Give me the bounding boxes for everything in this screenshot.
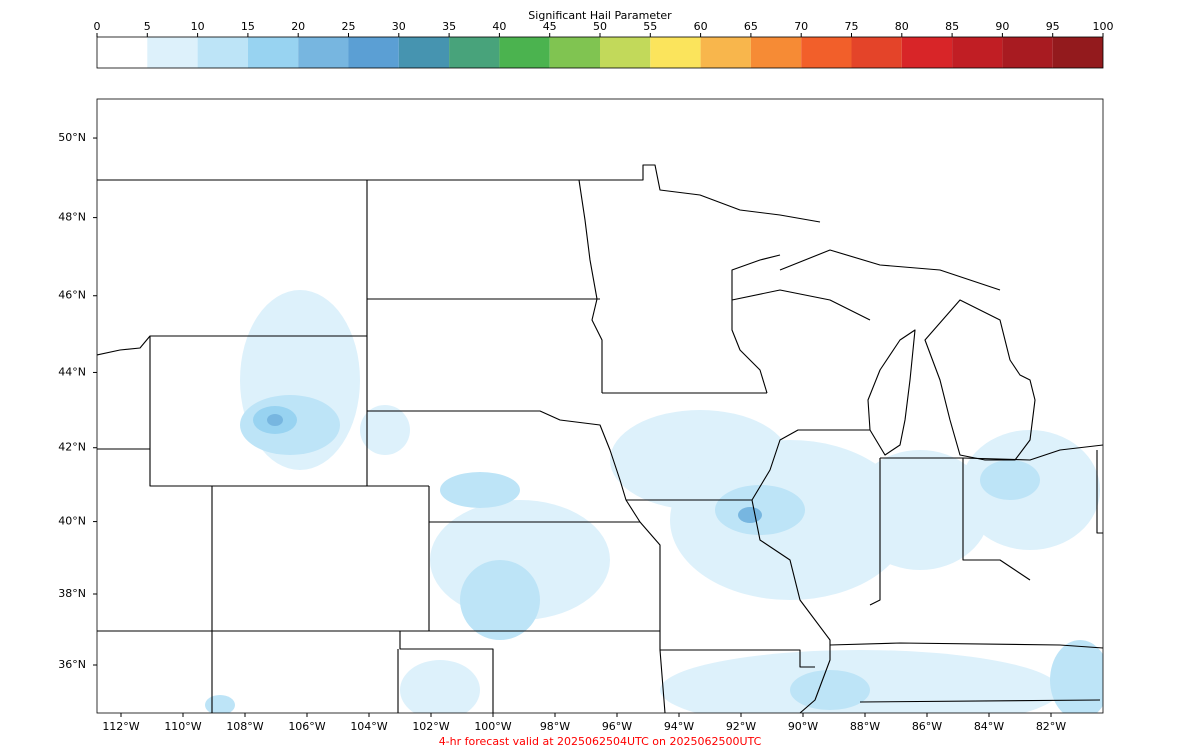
map-frame	[96, 98, 1104, 714]
colorbar-bin	[801, 37, 852, 68]
lon-label: 94°W	[664, 720, 694, 733]
colorbar-bin	[1052, 37, 1103, 68]
lat-label: 36°N	[58, 658, 86, 671]
colorbar-bin	[449, 37, 500, 68]
colorbar-bin	[952, 37, 1003, 68]
colorbar-tick-label: 30	[392, 20, 406, 33]
colorbar-bin	[398, 37, 450, 68]
lat-label: 48°N	[58, 211, 86, 224]
colorbar-bin	[650, 37, 701, 68]
colorbar-tick-label: 35	[442, 20, 456, 33]
colorbar-bin	[901, 37, 953, 68]
colorbar-tick-label: 55	[643, 20, 657, 33]
colorbar-tick-label: 85	[945, 20, 959, 33]
map	[96, 98, 1104, 714]
footer: 4-hr forecast valid at 2025062504UTC on …	[439, 735, 762, 748]
colorbar-bin	[97, 37, 148, 68]
colorbar-bin	[600, 37, 651, 68]
colorbar-tick-label: 95	[1046, 20, 1060, 33]
colorbar-bin	[197, 37, 248, 68]
lon-label: 112°W	[102, 720, 139, 733]
colorbar-bin	[700, 37, 751, 68]
boundaries	[97, 164, 1103, 713]
lon-label: 100°W	[474, 720, 511, 733]
colorbar-tick-label: 5	[144, 20, 151, 33]
lat-label: 50°N	[58, 131, 86, 144]
colorbar-tick-label: 80	[895, 20, 909, 33]
hail-shading	[205, 290, 1103, 713]
colorbar-bin	[499, 37, 550, 68]
colorbar-tick-label: 60	[694, 20, 708, 33]
colorbar-bin	[851, 37, 902, 68]
colorbar-bin	[750, 37, 802, 68]
lat-label: 42°N	[58, 441, 86, 454]
colorbar: 0 5 10 15 20 25 30 35 40 45 50 55 60 65 70 75 80 85 90 95 10…	[94, 20, 1114, 69]
lon-label: 86°W	[912, 720, 942, 733]
colorbar-tick-label: 50	[593, 20, 607, 33]
lon-label: 84°W	[974, 720, 1004, 733]
lon-label: 92°W	[726, 720, 756, 733]
colorbar-bin	[549, 37, 600, 68]
colorbar-bin	[147, 37, 198, 68]
lat-label: 38°N	[58, 587, 86, 600]
lat-label: 46°N	[58, 289, 86, 302]
lon-label: 90°W	[788, 720, 818, 733]
lon-label: 82°W	[1036, 720, 1066, 733]
lon-label: 102°W	[412, 720, 449, 733]
colorbar-tick-label: 45	[543, 20, 557, 33]
lon-label: 110°W	[164, 720, 201, 733]
lon-label: 106°W	[288, 720, 325, 733]
colorbar-tick-label: 40	[492, 20, 506, 33]
colorbar-bin	[247, 37, 299, 68]
colorbar-tick-label: 25	[342, 20, 356, 33]
colorbar-tick-label: 100	[1093, 20, 1114, 33]
colorbar-tick-label: 20	[291, 20, 305, 33]
colorbar-tick-label: 70	[794, 20, 808, 33]
colorbar-tick-label: 15	[241, 20, 255, 33]
colorbar-tick-label: 75	[845, 20, 859, 33]
colorbar-tick-label: 65	[744, 20, 758, 33]
colorbar-tick-label: 0	[94, 20, 101, 33]
lat-label: 40°N	[58, 515, 86, 528]
graticule-labels: 112°W 110°W 108°W 106°W 104°W 102°W 100°W 98°W 9…	[58, 131, 1066, 733]
colorbar-bin	[1002, 37, 1053, 68]
lon-label: 98°W	[540, 720, 570, 733]
colorbar-title: Significant Hail Parameter	[528, 9, 672, 22]
colorbar-tick-label: 10	[191, 20, 205, 33]
lon-label: 96°W	[602, 720, 632, 733]
colorbar-bin	[348, 37, 399, 68]
lon-label: 104°W	[350, 720, 387, 733]
lat-label: 44°N	[58, 365, 86, 378]
lon-label: 88°W	[850, 720, 880, 733]
colorbar-bin	[298, 37, 349, 68]
colorbar-tick-label: 90	[995, 20, 1009, 33]
lon-label: 108°W	[226, 720, 263, 733]
